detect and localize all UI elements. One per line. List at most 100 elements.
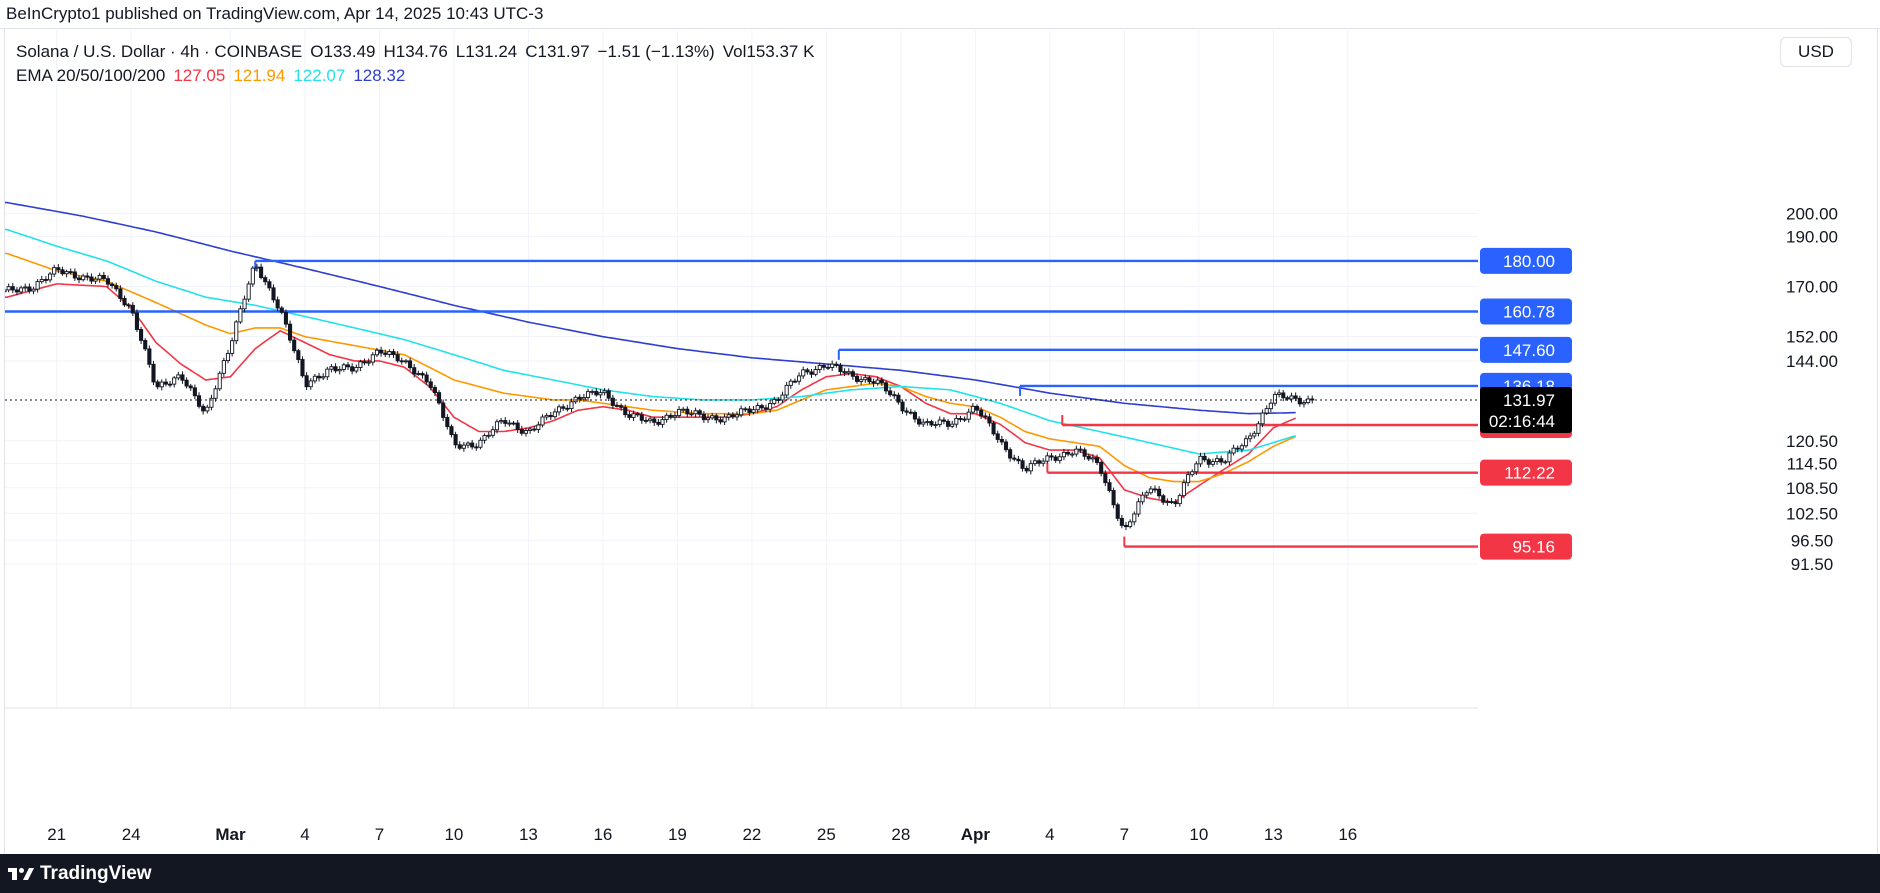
candle — [1281, 390, 1286, 402]
level-resistance[interactable]: 147.60 — [837, 336, 1572, 363]
level-resistance[interactable]: 180.00 — [254, 247, 1572, 274]
candle-body-up — [225, 352, 231, 362]
candle — [89, 273, 94, 284]
candle-body-down — [979, 409, 984, 417]
candle-body-down — [503, 420, 508, 424]
candle — [672, 412, 677, 421]
candle — [234, 320, 239, 345]
candle-body-down — [139, 329, 144, 341]
tradingview-logo[interactable]: TradingView — [8, 863, 152, 885]
candle-body-down — [1281, 392, 1286, 399]
candle — [929, 419, 934, 427]
candle — [635, 411, 640, 417]
candle-body-up — [797, 375, 802, 382]
level-resistance[interactable]: 160.78 — [5, 298, 1572, 325]
candle — [1289, 392, 1294, 403]
candle-body-down — [126, 304, 131, 307]
candle-body-up — [1190, 471, 1195, 476]
candle — [1144, 490, 1149, 499]
candle — [1082, 447, 1087, 460]
attribution-bar: BeInCrypto1 published on TradingView.com… — [0, 0, 1880, 29]
candle-body-down — [362, 361, 367, 364]
candle — [846, 368, 851, 376]
candle-body-up — [523, 430, 528, 434]
candle-body-up — [478, 439, 483, 448]
candle — [523, 427, 528, 437]
candle — [759, 403, 764, 411]
candle-body-up — [1223, 461, 1228, 464]
candle-body-down — [987, 416, 992, 424]
level-support[interactable]: 112.22 — [1046, 459, 1572, 486]
candle — [561, 404, 566, 411]
candle-body-up — [598, 392, 603, 396]
candle-body-down — [72, 271, 77, 279]
candle-body-up — [631, 413, 636, 418]
candle — [31, 286, 36, 295]
symbol-title[interactable]: Solana / U.S. Dollar · 4h · COINBASE — [16, 42, 303, 61]
candle — [1012, 454, 1017, 462]
candle — [296, 348, 301, 364]
candle — [308, 378, 313, 390]
candle-body-up — [234, 321, 239, 342]
candle — [838, 363, 843, 376]
candle — [271, 284, 276, 303]
x-tick-label: 21 — [47, 825, 66, 844]
candle-body-up — [1165, 501, 1170, 504]
candle-body-up — [863, 377, 868, 381]
candle-body-up — [1227, 452, 1232, 463]
candle-body-up — [1301, 402, 1307, 405]
candle — [896, 392, 901, 405]
candle-body-down — [1020, 460, 1025, 469]
candle — [122, 295, 127, 307]
candle-body-up — [966, 411, 971, 420]
candle-body-down — [168, 383, 173, 386]
candle — [283, 309, 288, 328]
candle-body-up — [1028, 463, 1033, 472]
candle — [366, 358, 371, 366]
candle — [1148, 486, 1153, 495]
ema-label[interactable]: EMA 20/50/100/200 — [16, 66, 166, 85]
candle — [81, 273, 86, 282]
candle — [652, 416, 657, 426]
candle-body-down — [879, 379, 884, 384]
candle-body-up — [801, 369, 806, 377]
candle — [1111, 487, 1116, 509]
candle-body-up — [341, 364, 346, 370]
candle-body-up — [1210, 461, 1215, 465]
candle — [242, 295, 247, 313]
candle — [821, 363, 826, 371]
candle-body-up — [494, 421, 500, 431]
candle — [383, 349, 388, 358]
candle-body-down — [441, 402, 446, 418]
candle-body-down — [259, 266, 264, 279]
candle — [10, 283, 15, 294]
ema200-value: 128.32 — [353, 66, 406, 85]
close-value: C131.97 — [525, 42, 590, 61]
candle — [35, 279, 40, 293]
candle — [962, 416, 967, 422]
candle — [519, 425, 524, 436]
candle — [449, 424, 454, 438]
candle — [677, 406, 682, 418]
candle — [1260, 409, 1265, 428]
candle-body-up — [540, 416, 545, 426]
candle — [457, 441, 462, 451]
level-support[interactable]: 95.16 — [1123, 533, 1572, 560]
candle — [569, 398, 574, 412]
candle-body-up — [490, 429, 495, 436]
candle — [1057, 453, 1062, 464]
candle — [254, 263, 260, 272]
candle-body-up — [35, 281, 40, 290]
candle-body-down — [43, 279, 48, 281]
candle-body-down — [548, 414, 553, 418]
candle-body-up — [788, 380, 793, 386]
candle-body-down — [867, 377, 872, 383]
candle-body-down — [974, 405, 980, 411]
candle — [288, 320, 293, 344]
candle-body-down — [1037, 460, 1042, 464]
currency-button[interactable]: USD — [1780, 37, 1852, 67]
candle-body-up — [681, 408, 686, 411]
candle-body-down — [151, 363, 156, 383]
candle-body-down — [1003, 441, 1009, 451]
